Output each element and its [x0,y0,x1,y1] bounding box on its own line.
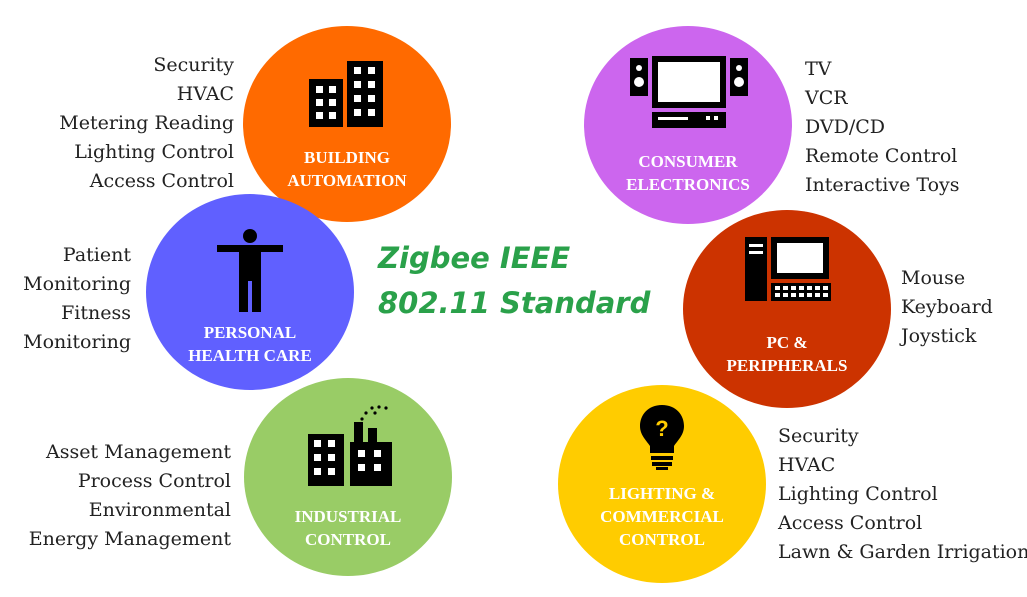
diagram-title: Zigbee IEEE 802.11 Standard [378,236,650,326]
title-line-1: Zigbee IEEE [378,241,571,275]
consumer-electronics-circle: CONSUMER ELECTRONICS [584,26,792,224]
list-item: Lawn & Garden Irrigation [778,541,1027,563]
label-line: PERSONAL [203,323,297,342]
label-line: ELECTRONICS [626,175,750,194]
lighting-commercial-circle: ? LIGHTING & COMMERCIAL CONTROL [558,385,766,583]
label-line: CONSUMER [638,152,738,171]
factory-icon [308,405,392,486]
list-item: Environmental [88,499,231,521]
list-item: Lighting Control [74,141,234,163]
label-line: CONTROL [305,530,391,549]
pc-peripherals-list: Mouse Keyboard Joystick [901,264,993,351]
svg-text:?: ? [655,416,668,441]
label-line: AUTOMATION [287,171,407,190]
tv-speakers-icon [630,56,748,128]
list-item: HVAC [778,454,836,476]
person-icon [217,229,283,312]
list-item: Remote Control [805,145,958,167]
list-item: Interactive Toys [805,174,960,196]
list-item: Security [778,425,859,447]
label-line: INDUSTRIAL [294,507,402,526]
label-line: PERIPHERALS [726,356,848,375]
building-automation-label: BUILDING AUTOMATION [243,146,451,192]
list-item: Joystick [901,325,977,347]
consumer-electronics-list: TV VCR DVD/CD Remote Control Interactive… [805,55,960,200]
consumer-electronics-label: CONSUMER ELECTRONICS [584,150,792,196]
list-item: Access Control [778,512,923,534]
lighting-commercial-label: LIGHTING & COMMERCIAL CONTROL [558,482,766,551]
list-item: DVD/CD [805,116,886,138]
list-item: Metering Reading [59,112,234,134]
label-line: BUILDING [304,148,390,167]
personal-health-care-circle: PERSONAL HEALTH CARE [146,194,354,390]
list-item: Energy Management [28,528,231,550]
industrial-control-list: Asset Management Process Control Environ… [20,438,231,554]
label-line: LIGHTING & [608,484,716,503]
pc-peripherals-label: PC & PERIPHERALS [683,331,891,377]
list-item: Mouse [901,267,966,289]
industrial-control-circle: INDUSTRIAL CONTROL [244,378,452,576]
list-item: VCR [805,87,848,109]
list-item: Lighting Control [778,483,938,505]
label-line: CONTROL [619,530,705,549]
list-item: Fitness [61,302,131,324]
list-item: Monitoring [23,273,131,295]
personal-health-care-list: Patient Monitoring Fitness Monitoring [6,241,131,357]
list-item: Security [153,54,234,76]
list-item: Access Control [89,170,234,192]
building-automation-circle: BUILDING AUTOMATION [243,26,451,222]
list-item: Monitoring [23,331,131,353]
lighting-commercial-list: Security HVAC Lighting Control Access Co… [778,422,1027,567]
label-line: PC & [766,333,808,352]
industrial-control-label: INDUSTRIAL CONTROL [244,505,452,551]
list-item: HVAC [176,83,234,105]
personal-health-care-label: PERSONAL HEALTH CARE [146,321,354,367]
list-item: TV [805,58,832,80]
list-item: Asset Management [45,441,231,463]
computer-icon [745,237,831,301]
title-line-2: 802.11 Standard [378,286,651,320]
pc-peripherals-circle: PC & PERIPHERALS [683,210,891,408]
list-item: Patient [62,244,131,266]
list-item: Process Control [77,470,231,492]
buildings-icon [309,61,383,127]
label-line: HEALTH CARE [188,346,312,365]
list-item: Keyboard [901,296,993,318]
light-bulb-icon: ? [640,405,684,470]
building-automation-list: Security HVAC Metering Reading Lighting … [30,51,234,196]
label-line: COMMERCIAL [600,507,724,526]
